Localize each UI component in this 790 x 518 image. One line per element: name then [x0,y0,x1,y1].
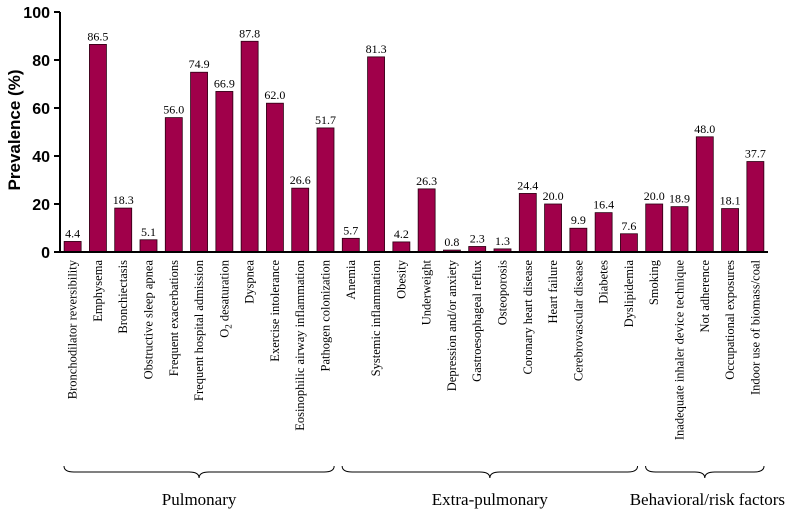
x-tick-label: Obstructive sleep apnea [142,260,156,380]
y-tick-label: 40 [32,149,50,166]
data-label: 81.3 [366,42,387,56]
data-label: 18.1 [720,194,741,208]
bar [63,241,82,253]
data-label: 66.9 [214,76,235,90]
x-tick-label: Eosinophilic airway inflammation [293,259,307,431]
x-tick-label: Depression and/or anxiety [445,259,459,391]
bar [316,127,335,253]
x-tick-label: Bronchiectasis [116,260,130,334]
x-tick-label: Diabetes [597,260,611,304]
data-label: 5.1 [141,225,156,239]
x-tick-label: Systemic inflammation [369,259,383,376]
bar [89,44,107,253]
bar [114,207,133,253]
x-tick-label: Anemia [344,260,358,300]
data-label: 74.9 [189,57,210,71]
data-label: 37.7 [745,147,766,161]
group-brace [645,465,765,479]
data-label: 20.0 [644,189,665,203]
x-tick-label: Pathogen colonization [319,259,333,371]
x-tick-label: Dyslipidemia [622,260,636,328]
data-label: 16.4 [593,198,614,212]
bar [139,239,158,253]
x-tick-label: Coronary heart disease [521,260,535,375]
data-label: 48.0 [694,122,715,136]
data-label: 56.0 [163,103,184,117]
bar [164,117,183,253]
data-label: 5.7 [343,223,358,237]
bar [367,56,385,253]
x-tick-label: Not adherence [698,260,712,333]
x-tick-label: Exercise intolerance [268,260,282,362]
data-label: 24.4 [517,178,538,192]
bar [620,233,638,253]
bar [594,212,613,253]
data-label: 18.9 [669,192,690,206]
group-label: Behavioral/risk factors [630,490,785,509]
group-label: Pulmonary [162,490,237,509]
y-axis-title: Prevalence (%) [5,70,24,191]
bar [695,136,714,253]
data-label: 4.2 [394,227,409,241]
bar [721,208,739,253]
data-label: 62.0 [264,88,285,102]
bar [645,203,664,253]
data-label: 51.7 [315,113,336,127]
bar [417,188,436,253]
y-tick-label: 0 [41,245,50,262]
data-label: 0.8 [444,235,459,249]
data-label: 26.6 [290,173,311,187]
data-label: 2.3 [470,231,485,245]
data-label: 9.9 [571,213,586,227]
x-tick-label: Smoking [647,259,661,305]
bar [190,71,208,253]
x-tick-label: Heart failure [546,260,560,324]
x-tick-label: Obesity [394,259,408,299]
x-tick-label: Cerebrovascular disease [571,260,585,382]
x-tick-label: Underweight [420,259,434,325]
x-tick-label: Frequent hospital admission [192,259,206,401]
x-tick-label: Osteoporosis [496,260,510,325]
data-label: 86.5 [87,29,108,43]
y-tick-label: 100 [23,5,50,22]
x-tick-label: Dyspnea [243,260,257,304]
data-label: 26.3 [416,174,437,188]
data-label: 87.8 [239,26,260,40]
y-tick-label: 80 [32,53,50,70]
group-brace [341,465,639,479]
bar [215,91,234,253]
data-label: 7.6 [621,219,636,233]
bar [341,237,360,253]
group-brace [63,465,335,479]
plot-area: 4.4 86.5 18.3 5.1 56.0 74.9 66.9 87.8 62.0 26.6 51… [23,5,785,509]
y-tick-label: 60 [32,101,50,118]
y-tick-label: 20 [32,197,50,214]
x-tick-label: Gastroesophageal reflux [470,259,484,382]
bar [518,193,537,253]
x-tick-label: Frequent exacerbations [167,260,181,376]
bar [291,187,310,253]
data-label: 20.0 [543,189,564,203]
data-label: 18.3 [113,193,134,207]
data-label: 4.4 [65,226,80,240]
group-label: Extra-pulmonary [432,490,549,509]
bar [670,206,689,253]
bar [266,102,284,253]
bar [544,203,562,253]
x-tick-label: Bronchodilator reversibility [66,259,80,399]
x-tick-label: Emphysema [91,260,105,322]
bar [746,161,765,253]
x-tick-label: Indoor use of biomass/coal [748,259,762,395]
bar [569,227,588,253]
data-label: 1.3 [495,234,510,248]
x-tick-label: Inadequate inhaler device technique [673,260,687,441]
x-tick-label: Occupational exposures [723,260,737,380]
x-tick-label: O2 desaturation [217,259,233,337]
bar [392,241,411,253]
bar [240,40,259,253]
